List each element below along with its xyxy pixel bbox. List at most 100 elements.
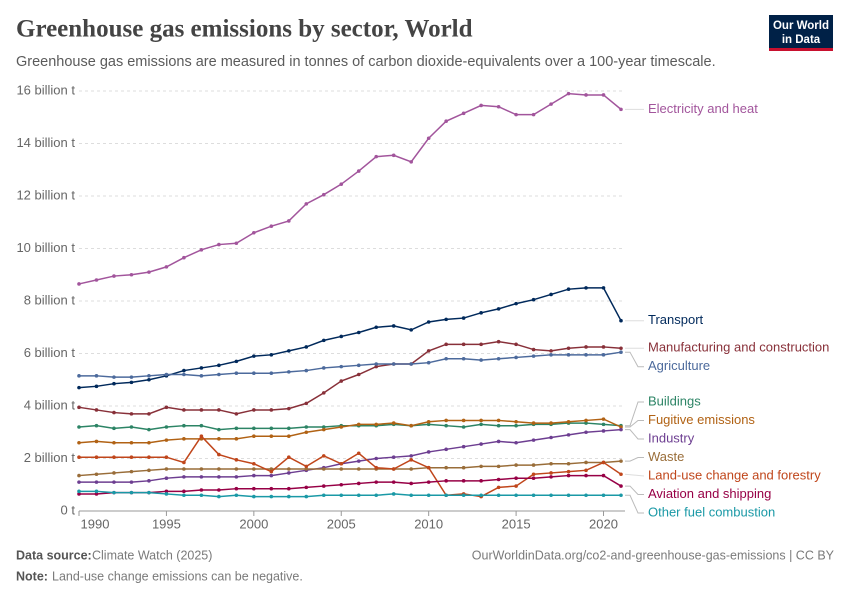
point — [94, 455, 99, 459]
point — [269, 469, 274, 474]
point — [269, 473, 274, 478]
point — [199, 248, 204, 252]
point — [549, 461, 553, 466]
point — [252, 473, 256, 478]
x-tick-label: 1995 — [152, 516, 181, 531]
credit[interactable]: OurWorldinData.org/co2-and-greenhouse-ga… — [472, 548, 835, 562]
point — [514, 423, 518, 428]
point — [601, 473, 606, 478]
series — [77, 489, 623, 499]
point — [94, 480, 99, 484]
point — [234, 467, 239, 471]
series — [77, 350, 623, 379]
point — [147, 468, 151, 473]
point — [321, 425, 326, 429]
point — [217, 372, 221, 377]
point — [321, 454, 326, 458]
point — [199, 493, 204, 498]
point — [287, 455, 291, 459]
point — [94, 489, 99, 494]
point — [601, 286, 606, 290]
logo-text: Our World — [773, 20, 829, 32]
point — [304, 430, 309, 435]
point — [549, 292, 553, 297]
point — [601, 460, 606, 465]
point — [147, 455, 151, 459]
point — [426, 493, 431, 498]
point — [304, 494, 309, 499]
point — [252, 354, 256, 358]
point — [129, 480, 134, 484]
legend-label: Agriculture — [648, 358, 710, 373]
point — [77, 405, 81, 410]
legend-label: Waste — [648, 449, 684, 464]
point — [514, 463, 518, 467]
point — [531, 463, 536, 467]
point — [479, 479, 483, 483]
x-tick-label: 2005 — [327, 516, 356, 531]
point — [234, 359, 239, 364]
point — [444, 317, 448, 322]
point — [164, 476, 169, 480]
point — [112, 490, 116, 495]
point — [304, 485, 309, 490]
point — [269, 467, 274, 471]
series — [77, 473, 623, 496]
point — [444, 465, 448, 470]
point — [356, 422, 361, 427]
point — [426, 419, 431, 424]
point — [164, 455, 169, 459]
point — [234, 493, 239, 498]
point — [584, 493, 588, 498]
point — [619, 459, 623, 463]
point — [217, 467, 221, 471]
point — [164, 492, 169, 496]
point — [601, 422, 606, 427]
point — [514, 355, 518, 360]
point — [356, 493, 361, 498]
point — [461, 356, 466, 361]
point — [531, 493, 536, 498]
point — [584, 345, 588, 349]
point — [199, 475, 204, 479]
point — [531, 297, 536, 302]
logo[interactable]: Our World in Data — [769, 15, 833, 51]
point — [147, 374, 151, 378]
label-connector — [625, 351, 644, 368]
point — [601, 429, 606, 433]
point — [182, 372, 186, 377]
point — [269, 353, 274, 357]
point — [514, 476, 518, 480]
y-tick-label: 14 billion t — [16, 135, 75, 150]
point — [321, 493, 326, 498]
point — [584, 93, 588, 97]
point — [426, 360, 431, 365]
point — [199, 374, 204, 378]
point — [129, 425, 134, 429]
series — [77, 91, 623, 286]
point — [129, 412, 134, 416]
point — [549, 353, 553, 357]
point — [182, 475, 186, 479]
point — [94, 384, 99, 389]
point — [619, 350, 623, 354]
point — [584, 353, 588, 357]
point — [601, 345, 606, 349]
point — [496, 418, 501, 423]
point — [304, 368, 309, 373]
legend-label: Electricity and heat — [648, 101, 758, 116]
point — [77, 489, 81, 494]
point — [339, 425, 344, 429]
point — [164, 372, 169, 377]
point — [496, 485, 501, 490]
line — [78, 460, 622, 477]
y-tick-label: 10 billion t — [16, 240, 75, 255]
point — [199, 366, 204, 370]
point — [531, 354, 536, 358]
point — [269, 408, 274, 412]
point — [566, 287, 571, 291]
series — [77, 459, 623, 478]
logo-box — [769, 15, 833, 50]
